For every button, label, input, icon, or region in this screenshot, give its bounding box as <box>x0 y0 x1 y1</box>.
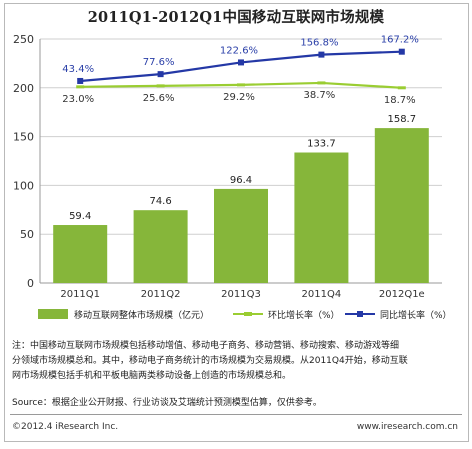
x-tick-label: 2011Q2 <box>141 289 181 300</box>
yoy-point-marker <box>318 51 325 58</box>
qoq-point-marker <box>156 84 165 88</box>
x-tick-label: 2011Q1 <box>60 289 100 300</box>
qoq-label: 18.7% <box>384 95 416 106</box>
bar <box>214 188 268 283</box>
footnote-line-1: 注：中国移动互联网市场规模包括移动增值、移动电子商务、移动营销、移动搜索、移动游… <box>12 341 400 351</box>
qoq-label: 29.2% <box>223 92 255 103</box>
y-tick-label: 200 <box>13 82 34 95</box>
yoy-label: 43.4% <box>62 64 94 75</box>
bar-value-label: 133.7 <box>307 139 336 150</box>
legend-label-bar: 移动互联网整体市场规模（亿元） <box>74 309 209 321</box>
footer-divider <box>10 414 462 415</box>
yoy-point-marker <box>157 71 164 78</box>
footnotes: 注：中国移动互联网市场规模包括移动增值、移动电子商务、移动营销、移动搜索、移动游… <box>12 339 464 384</box>
bar-value-label: 59.4 <box>69 211 91 222</box>
legend-swatch-bar <box>38 309 68 319</box>
bar <box>294 152 349 283</box>
qoq-label: 25.6% <box>143 93 175 104</box>
qoq-point-marker <box>317 81 326 85</box>
qoq-label: 38.7% <box>304 90 336 101</box>
qoq-point-marker <box>76 85 85 89</box>
footnote-line-2: 分领域市场规模总和。其中，移动电子商务统计的市场规模为交易规模。从2011Q4开… <box>12 356 408 366</box>
yoy-point-marker <box>398 48 405 55</box>
x-tick-label: 2011Q4 <box>302 289 342 300</box>
yoy-label: 167.2% <box>381 35 419 46</box>
y-tick-label: 0 <box>27 277 34 290</box>
bar <box>133 210 188 283</box>
legend-label-qoq: 环比增长率（%） <box>268 309 340 321</box>
y-tick-label: 50 <box>20 228 34 241</box>
legend-label-yoy: 同比增长率（%） <box>380 309 452 321</box>
qoq-point-marker <box>237 83 245 87</box>
bar-value-label: 158.7 <box>387 114 416 125</box>
bar <box>53 225 108 283</box>
bar-value-label: 96.4 <box>230 175 252 186</box>
copyright-text: ©2012.4 iResearch Inc. <box>12 422 119 432</box>
x-tick-label: 2012Q1e <box>379 289 425 300</box>
y-tick-label: 150 <box>13 131 34 144</box>
y-tick-label: 100 <box>13 179 34 192</box>
qoq-label: 23.0% <box>62 94 94 105</box>
website-text: www.iresearch.com.cn <box>356 422 458 432</box>
source-note: Source：根据企业公开财报、行业访谈及艾瑞统计预测模型估算，仅供参考。 <box>12 398 322 408</box>
yoy-label: 77.6% <box>143 57 175 68</box>
y-tick-label: 250 <box>13 33 34 46</box>
yoy-point-marker <box>238 59 244 66</box>
qoq-point-marker <box>397 86 406 90</box>
yoy-label: 156.8% <box>300 38 338 49</box>
legend-marker-qoq <box>244 312 252 316</box>
bar <box>374 128 429 283</box>
chart-title: 2011Q1-2012Q1中国移动互联网市场规模 <box>87 9 385 26</box>
yoy-point-marker <box>77 77 84 84</box>
legend-marker-yoy <box>357 311 363 317</box>
x-tick-label: 2011Q3 <box>221 289 261 300</box>
yoy-label: 122.6% <box>220 45 258 56</box>
footnote-line-3: 网市场规模包括手机和平板电脑两类移动设备上创造的市场规模总和。 <box>12 371 292 381</box>
bar-value-label: 74.6 <box>149 196 171 207</box>
